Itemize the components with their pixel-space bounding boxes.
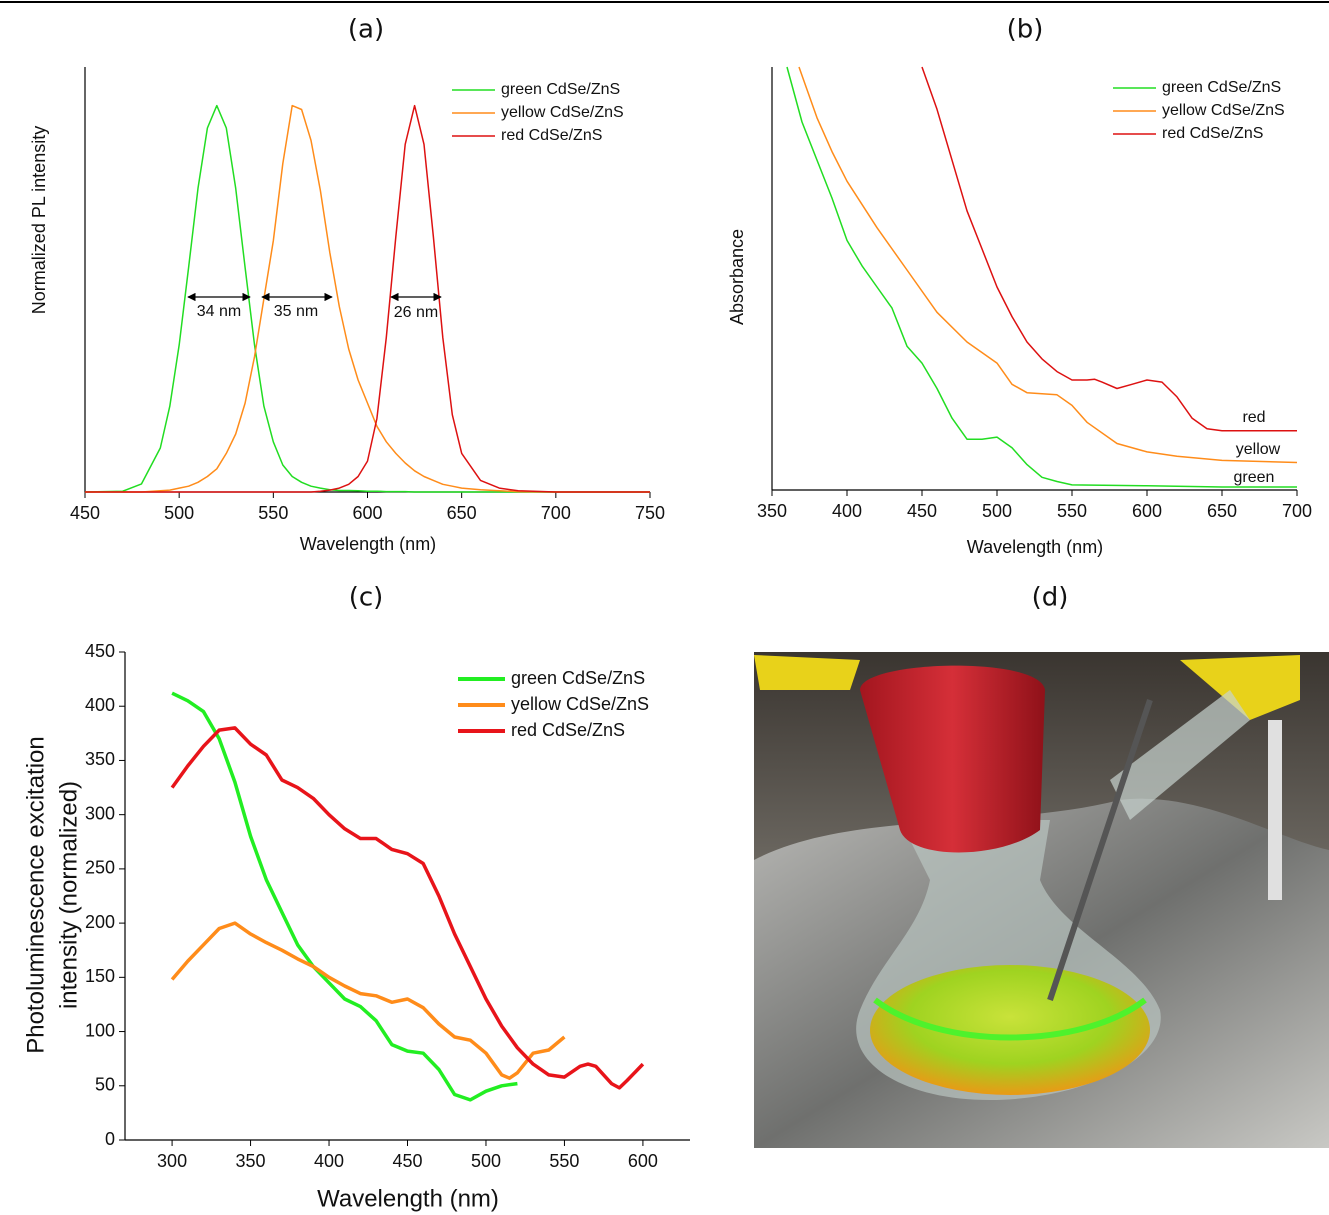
annotation: 26 nm [394, 304, 438, 321]
x-tick-label: 600 [628, 1151, 658, 1171]
series-line [922, 67, 1297, 431]
panel-title: (a) [348, 15, 384, 45]
x-tick-label: 500 [164, 503, 194, 523]
x-tick-label: 300 [157, 1151, 187, 1171]
annotation: 35 nm [274, 303, 318, 320]
y-tick-label: 50 [95, 1075, 115, 1095]
x-tick-label: 400 [832, 501, 862, 521]
x-tick-label: 700 [1282, 501, 1312, 521]
y-tick-label: 0 [105, 1129, 115, 1149]
panel-title: (c) [349, 583, 384, 613]
x-tick-label: 350 [757, 501, 787, 521]
x-tick-label: 750 [635, 503, 665, 523]
series-line [85, 106, 650, 492]
panel-title: (b) [1007, 15, 1044, 45]
legend-label: green CdSe/ZnS [501, 81, 620, 98]
x-tick-label: 550 [1057, 501, 1087, 521]
y-tick-label: 100 [85, 1020, 115, 1040]
x-tick-label: 500 [471, 1151, 501, 1171]
x-tick-label: 550 [258, 503, 288, 523]
y-tick-label: 350 [85, 749, 115, 769]
rod [1268, 720, 1282, 900]
y-axis-label: intensity (normalized) [55, 781, 82, 1009]
y-tick-label: 200 [85, 912, 115, 932]
photo: (d) [754, 583, 1329, 1149]
x-tick-label: 600 [1132, 501, 1162, 521]
x-tick-label: 450 [907, 501, 937, 521]
x-tick-label: 700 [541, 503, 571, 523]
x-tick-label: 600 [352, 503, 382, 523]
series-line [85, 106, 650, 492]
x-tick-label: 450 [70, 503, 100, 523]
x-tick-label: 450 [392, 1151, 422, 1171]
y-tick-label: 400 [85, 695, 115, 715]
x-tick-label: 550 [549, 1151, 579, 1171]
solution [870, 965, 1150, 1095]
legend-label: green CdSe/ZnS [511, 668, 645, 688]
figure: (d) (a)450500550600650700750Wavelength (… [0, 0, 1329, 1215]
legend-label: yellow CdSe/ZnS [511, 694, 649, 714]
y-tick-label: 300 [85, 803, 115, 823]
clamp [754, 655, 860, 690]
annotation: yellow [1236, 441, 1281, 458]
x-tick-label: 350 [236, 1151, 266, 1171]
panel-title: (d) [1032, 583, 1069, 613]
x-axis-label: Wavelength (nm) [317, 1185, 499, 1212]
legend-label: red CdSe/ZnS [511, 720, 625, 740]
x-tick-label: 650 [1207, 501, 1237, 521]
legend-label: red CdSe/ZnS [1162, 125, 1263, 142]
x-axis-label: Wavelength (nm) [967, 537, 1103, 557]
annotation: 34 nm [197, 303, 241, 320]
series-line [172, 923, 564, 1078]
y-axis-label: Absorbance [727, 229, 747, 325]
legend-label: green CdSe/ZnS [1162, 79, 1281, 96]
legend-label: red CdSe/ZnS [501, 127, 602, 144]
y-axis-label: Photoluminescence excitation [22, 736, 49, 1054]
x-axis-label: Wavelength (nm) [300, 534, 436, 554]
annotation: red [1242, 409, 1265, 426]
x-tick-label: 400 [314, 1151, 344, 1171]
y-axis-label: Normalized PL intensity [29, 126, 49, 314]
x-tick-label: 650 [447, 503, 477, 523]
y-tick-label: 250 [85, 858, 115, 878]
y-tick-label: 450 [85, 641, 115, 661]
annotation: green [1234, 469, 1275, 486]
legend-label: yellow CdSe/ZnS [501, 104, 624, 121]
series-line [85, 106, 650, 492]
series-line [172, 728, 643, 1088]
legend-label: yellow CdSe/ZnS [1162, 102, 1285, 119]
y-tick-label: 150 [85, 966, 115, 986]
x-tick-label: 500 [982, 501, 1012, 521]
